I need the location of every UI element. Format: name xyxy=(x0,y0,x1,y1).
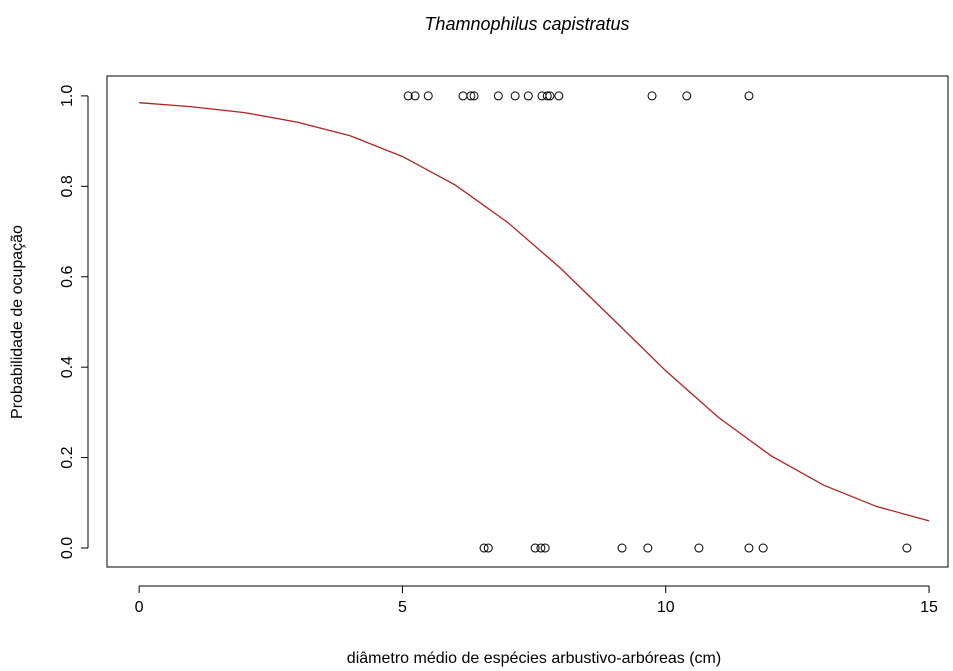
data-point xyxy=(542,91,552,101)
fitted-curve xyxy=(139,102,930,522)
data-point xyxy=(540,543,550,553)
data-point xyxy=(647,91,657,101)
y-tick-label: 1.0 xyxy=(59,85,76,107)
y-tick-label: 0.0 xyxy=(59,537,76,559)
data-point xyxy=(682,91,692,101)
data-point xyxy=(466,91,476,101)
x-tick-label: 10 xyxy=(657,599,675,616)
y-tick-label: 0.4 xyxy=(59,356,76,378)
data-point xyxy=(423,91,433,101)
data-point xyxy=(694,543,704,553)
data-point xyxy=(744,543,754,553)
data-point xyxy=(469,91,479,101)
data-point xyxy=(510,91,520,101)
data-point xyxy=(545,91,555,101)
data-point xyxy=(523,91,533,101)
x-axis-label: diâmetro médio de espécies arbustivo-arb… xyxy=(347,650,721,667)
data-point xyxy=(530,543,540,553)
data-point xyxy=(554,91,564,101)
y-axis-label: Probabilidade de ocupação xyxy=(9,225,26,419)
plot-frame xyxy=(106,75,949,568)
data-point xyxy=(403,91,413,101)
data-point xyxy=(458,91,468,101)
data-point xyxy=(479,543,489,553)
data-point xyxy=(483,543,493,553)
y-tick-label: 0.8 xyxy=(59,175,76,197)
data-point xyxy=(643,543,653,553)
y-tick-label: 0.2 xyxy=(59,446,76,468)
data-point xyxy=(758,543,768,553)
data-point xyxy=(744,91,754,101)
data-point xyxy=(902,543,912,553)
x-tick-label: 0 xyxy=(135,599,144,616)
y-tick-label: 0.6 xyxy=(59,266,76,288)
x-tick-label: 15 xyxy=(920,599,938,616)
chart-title: Thamnophilus capistratus xyxy=(424,14,629,34)
x-tick-label: 5 xyxy=(398,599,407,616)
data-point xyxy=(617,543,627,553)
data-point xyxy=(493,91,503,101)
data-point xyxy=(536,543,546,553)
data-point xyxy=(410,91,420,101)
